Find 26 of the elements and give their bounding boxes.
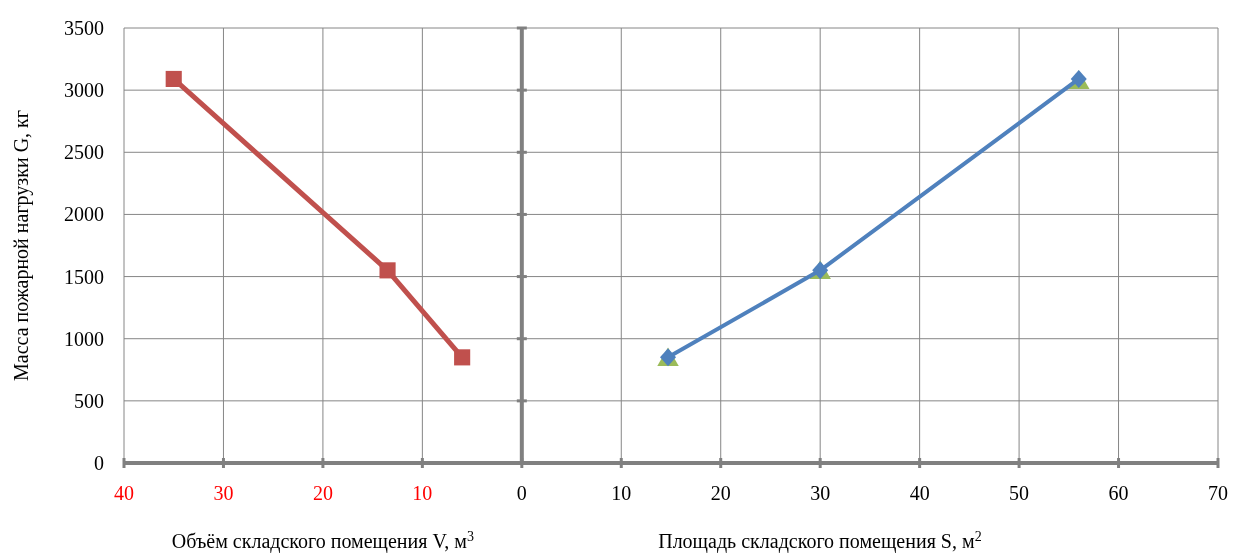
y-axis-title: Масса пожарной нагрузки G, кг	[10, 109, 33, 382]
y-tick-label: 0	[94, 452, 104, 474]
x-tick-label: 10	[412, 482, 433, 504]
x-tick-label: 30	[810, 482, 831, 504]
x-tick-label: 60	[1108, 482, 1129, 504]
y-tick-label: 2000	[64, 203, 104, 226]
point	[454, 349, 471, 366]
x-tick-label: 70	[1208, 482, 1228, 504]
x-tick-label: 0	[516, 482, 527, 504]
x-axis-title: Площадь складского помещения S, м$^{2}$	[658, 528, 982, 553]
text: Объём складского помещения V, м$^{3}$	[171, 528, 474, 553]
x-tick-label: 30	[213, 482, 234, 504]
y-tick-label: 500	[74, 389, 104, 412]
x-tick-label: 50	[1009, 482, 1030, 504]
y-tick-label: 1000	[64, 327, 104, 350]
x-tick-label: 40	[909, 482, 930, 504]
x-tick-label: 10	[611, 482, 632, 504]
y-tick-label: 3000	[64, 79, 104, 102]
y-tick-label: 2500	[64, 141, 104, 164]
x-tick-label: 40	[114, 482, 134, 504]
point	[165, 70, 182, 88]
y-tick-label: 3500	[64, 17, 104, 39]
x-tick-label: 20	[710, 482, 731, 504]
x-tick-label: 20	[312, 482, 333, 504]
point	[379, 262, 396, 279]
y-tick-label: 1500	[64, 265, 104, 288]
